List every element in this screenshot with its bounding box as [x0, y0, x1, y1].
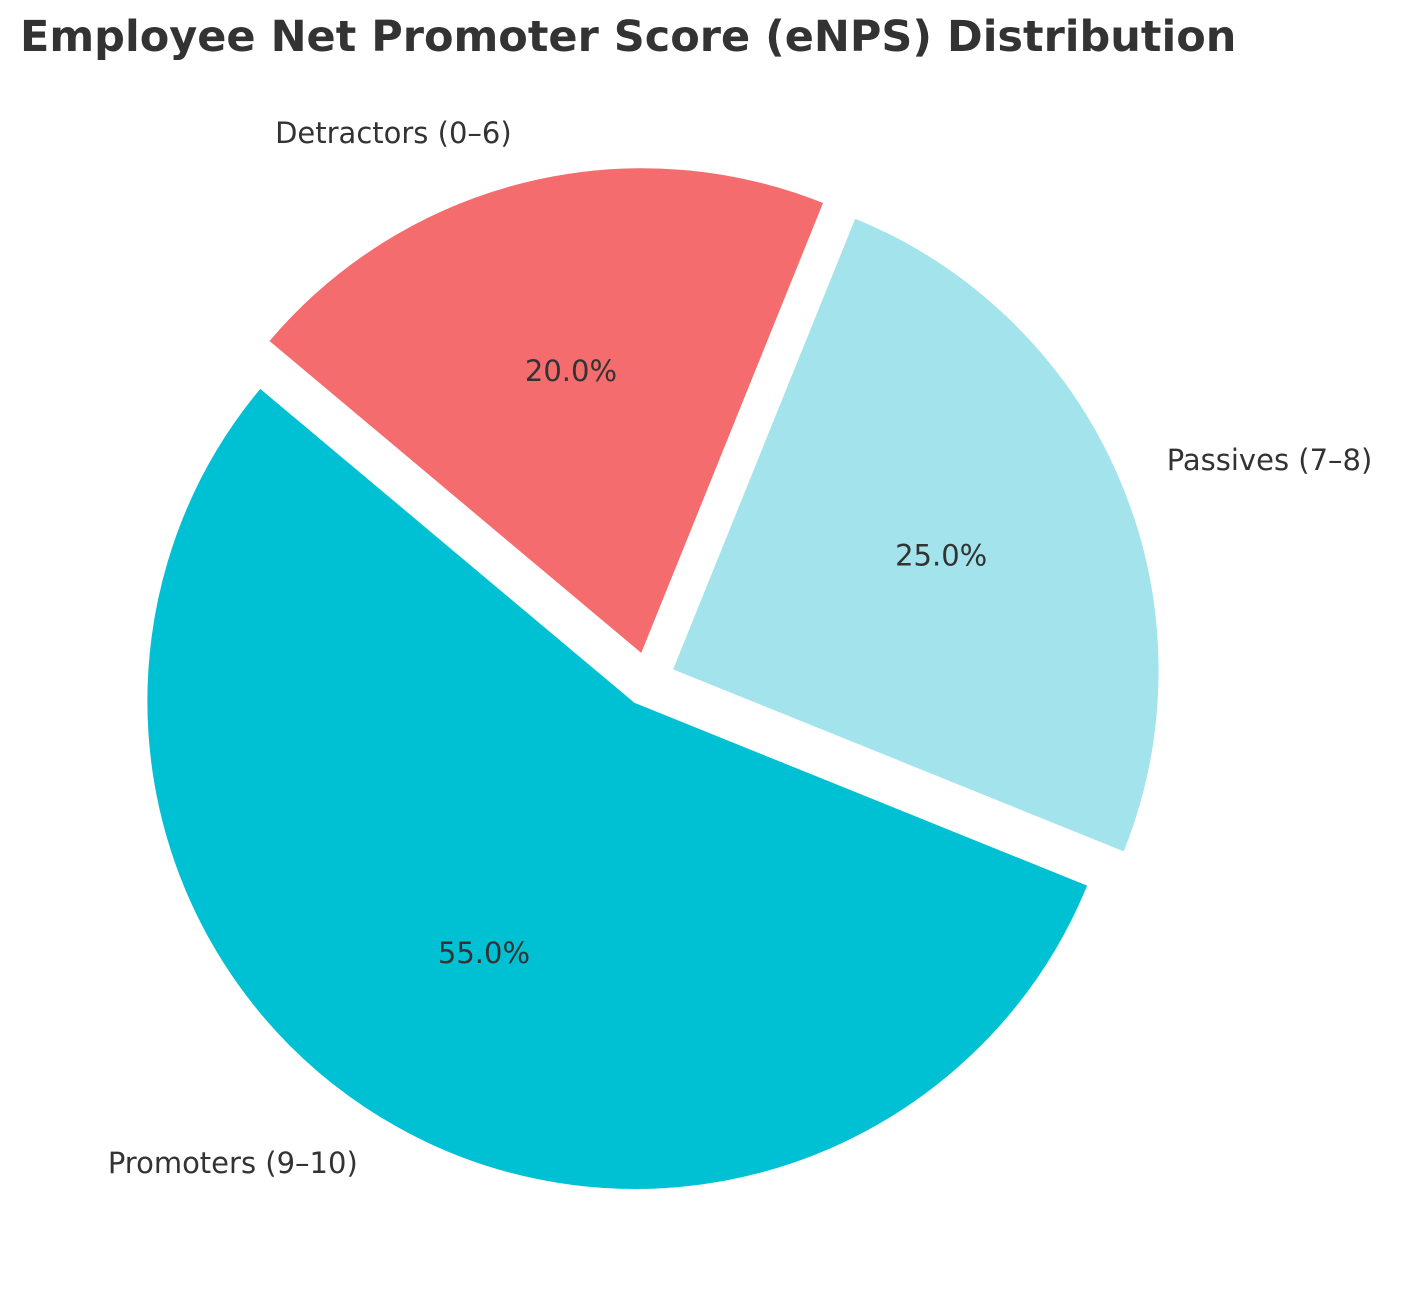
percent-label-1: 55.0% — [438, 936, 530, 970]
category-label-2: Passives (7–8) — [1167, 443, 1373, 477]
pie-slice-1 — [143, 383, 1093, 1193]
pie-slice-3 — [263, 164, 829, 660]
percent-label-2: 25.0% — [895, 539, 987, 573]
chart-title: Employee Net Promoter Score (eNPS) Distr… — [20, 12, 1237, 62]
category-label-3: Detractors (0–6) — [275, 116, 512, 150]
pie-labels: 55.0% Promoters (9–10) 25.0% Passives (7–8)… — [108, 116, 1372, 1180]
pie-slices — [143, 164, 1163, 1193]
category-label-1: Promoters (9–10) — [108, 1146, 358, 1180]
percent-label-3: 20.0% — [525, 354, 617, 388]
pie-slice-2 — [667, 213, 1163, 857]
